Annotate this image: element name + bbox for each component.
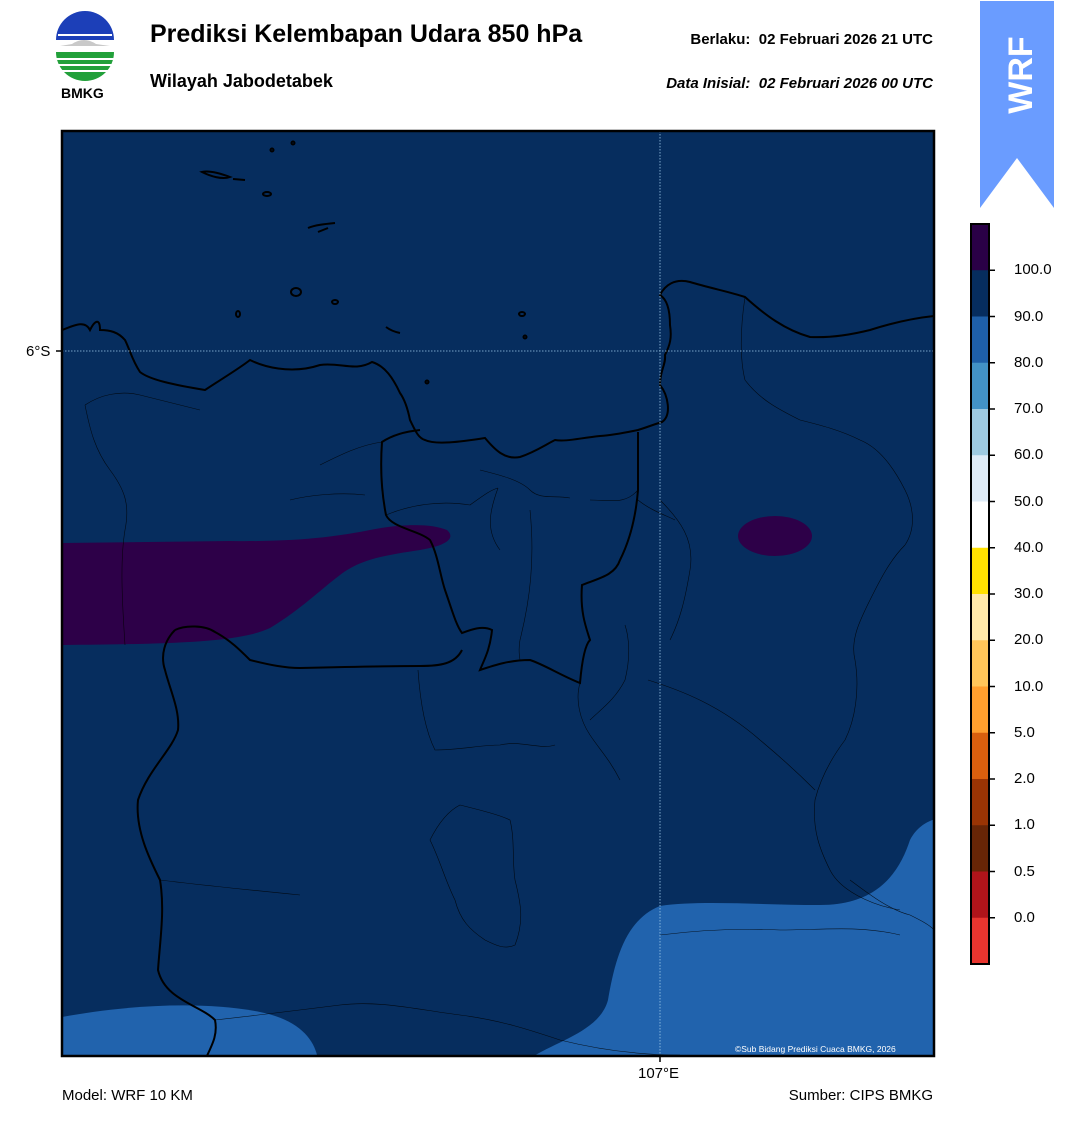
colorbar-swatch — [971, 224, 989, 271]
colorbar-label: 60.0 — [1014, 446, 1044, 464]
longitude-label: 107°E — [638, 1065, 680, 1082]
colorbar-swatch — [971, 501, 989, 549]
region-subtitle: Wilayah Jabodetabek — [150, 71, 333, 91]
map-credit: ©Sub Bidang Prediksi Cuaca BMKG, 2026 — [735, 1044, 896, 1054]
colorbar-label: 5.0 — [1014, 723, 1035, 741]
province-boundary-west — [174, 625, 463, 670]
source-label: Sumber: CIPS BMKG — [788, 1087, 933, 1104]
thousand-islands — [199, 140, 528, 385]
colorbar-label: 1.0 — [1014, 816, 1035, 834]
humidity-zone-west — [62, 525, 451, 645]
colorbar-label: 2.0 — [1014, 770, 1035, 787]
latitude-label: 6°S — [26, 343, 51, 360]
colorbar-swatch — [971, 547, 989, 595]
colorbar-label: 0.0 — [1014, 908, 1035, 926]
init-label: Data Inisial: — [666, 75, 751, 92]
colorbar-label: 10.0 — [1014, 677, 1044, 695]
colorbar-label: 90.0 — [1014, 307, 1044, 325]
colorbar-swatch — [971, 732, 989, 780]
valid-time: Berlaku: 02 Februari 2026 21 UTC — [690, 31, 933, 48]
model-label: Model: WRF 10 KM — [62, 1087, 193, 1104]
colorbar-swatch — [971, 779, 989, 826]
province-boundary — [380, 429, 640, 685]
colorbar-swatch — [971, 871, 989, 919]
colorbar-swatch — [971, 270, 989, 317]
colorbar-label: 70.0 — [1014, 400, 1044, 417]
colorbar-label: 50.0 — [1014, 492, 1044, 510]
colorbar-label: 0.5 — [1014, 862, 1035, 880]
colorbar-label: 100.0 — [1014, 261, 1052, 279]
logo-text: BMKG — [61, 85, 104, 101]
colorbar-swatch — [971, 594, 989, 641]
init-time: Data Inisial: 02 Februari 2026 00 UTC — [666, 75, 933, 92]
colorbar-label: 20.0 — [1014, 631, 1044, 649]
colorbar-swatch — [971, 316, 989, 364]
humidity-zone-east — [738, 516, 812, 556]
wrf-badge-text: WRF — [1002, 36, 1040, 113]
coastline — [62, 279, 934, 459]
colorbar-swatch — [971, 825, 989, 872]
colorbar-label: 80.0 — [1014, 353, 1044, 371]
colorbar-swatch — [971, 409, 989, 456]
map-frame — [60, 129, 936, 1058]
init-value: 02 Februari 2026 00 UTC — [758, 75, 933, 92]
map-title: Prediksi Kelembapan Udara 850 hPa — [150, 20, 583, 48]
valid-value: 02 Februari 2026 21 UTC — [758, 31, 933, 48]
humidity-zone-southwest — [62, 1005, 318, 1056]
valid-label: Berlaku: — [690, 31, 751, 48]
district-boundaries — [84, 296, 934, 1056]
humidity-zone-southeast — [534, 819, 934, 1056]
colorbar-swatch — [971, 455, 989, 502]
colorbar-swatch — [971, 686, 989, 734]
colorbar-swatch — [971, 917, 989, 965]
colorbar-label: 40.0 — [1014, 538, 1044, 556]
province-boundary-south — [136, 629, 217, 1056]
colorbar-swatch — [971, 362, 989, 410]
colorbar-swatch — [971, 640, 989, 687]
colorbar-label: 30.0 — [1014, 585, 1044, 602]
